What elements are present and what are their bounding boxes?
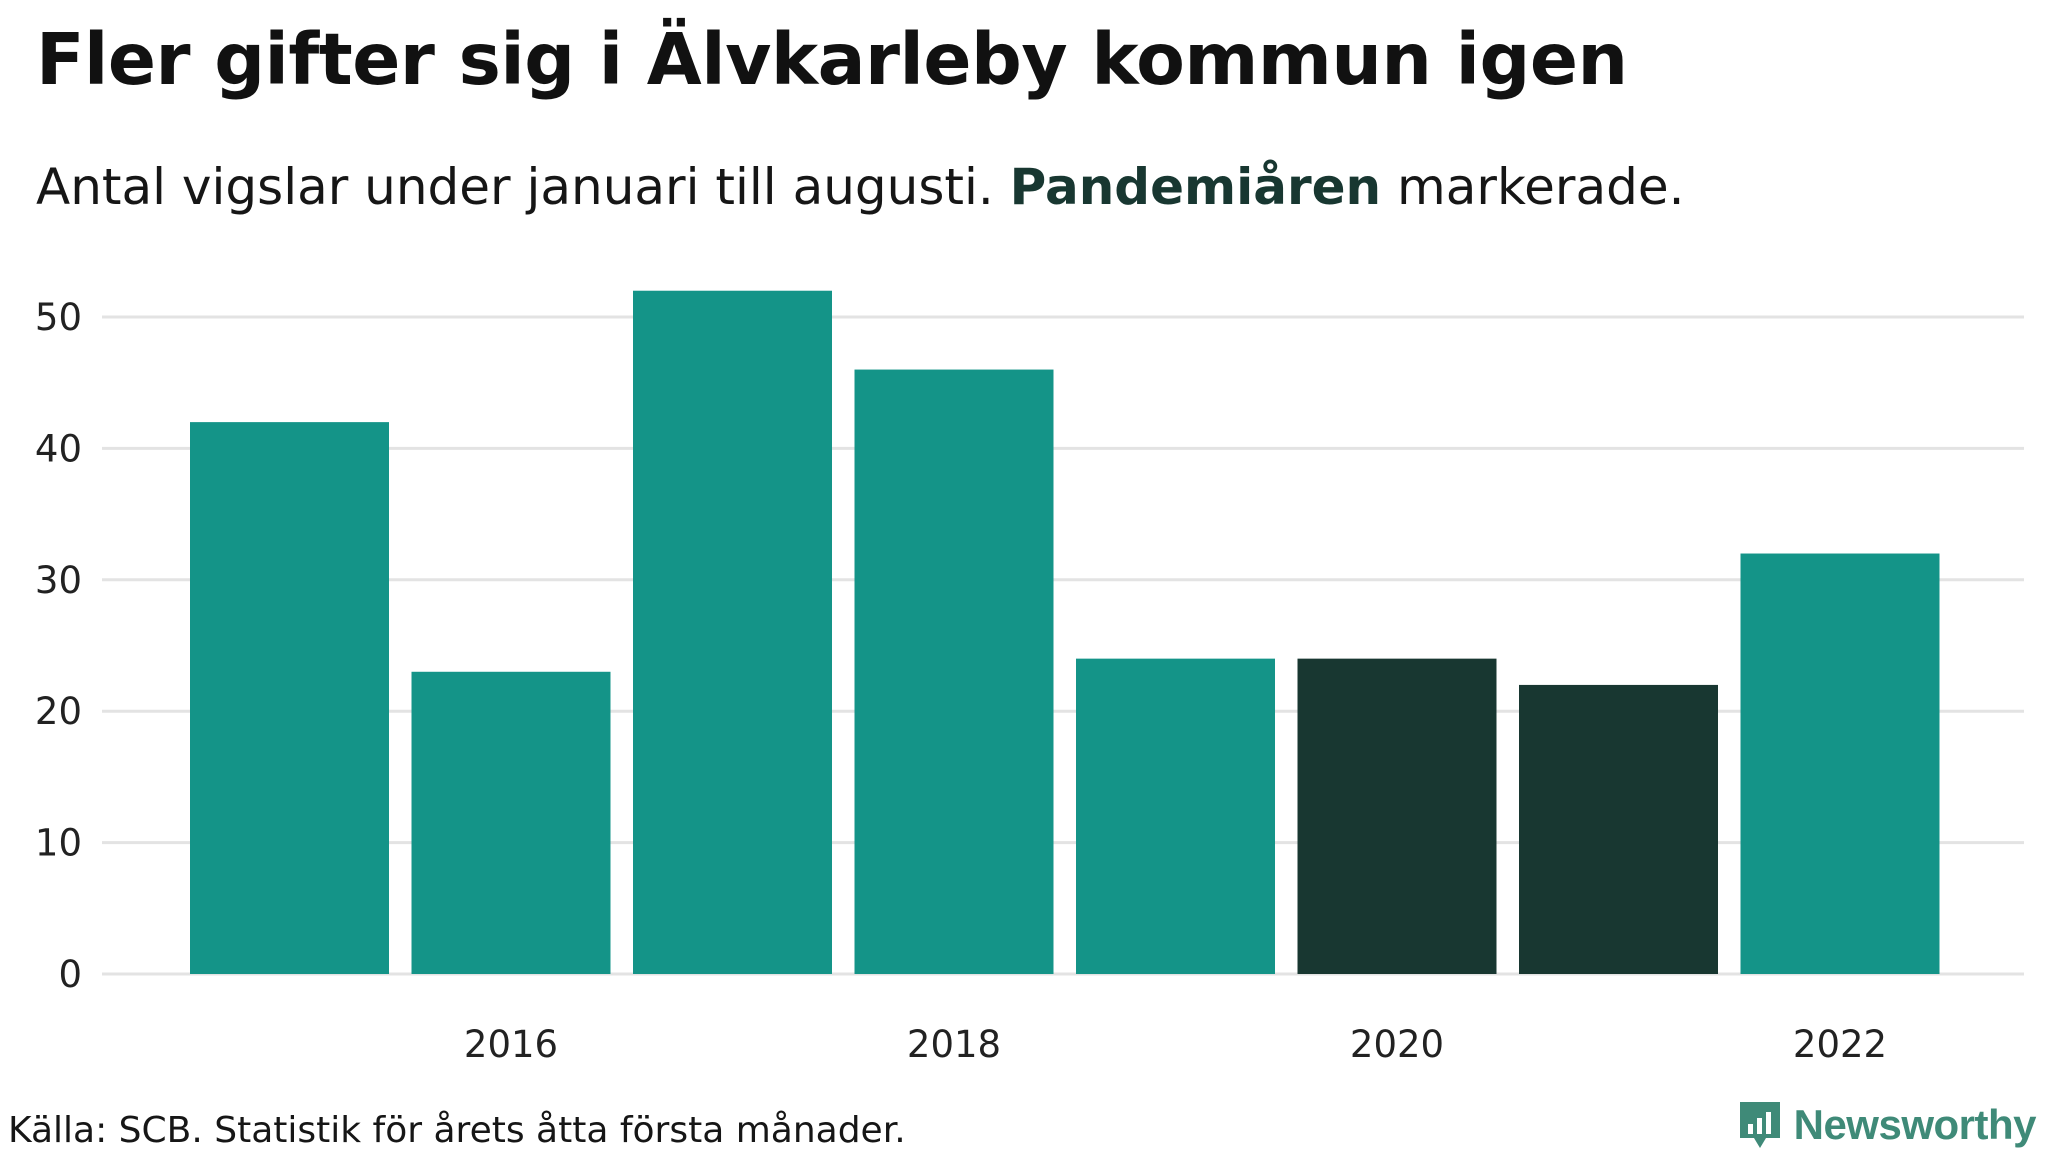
bars: [190, 290, 1940, 975]
newsworthy-logo-icon: [1739, 1102, 1780, 1148]
y-axis-tick-labels: 0 10 20 30 40 50: [35, 296, 82, 996]
y-tick-label: 50: [35, 296, 82, 339]
x-tick-label: 2016: [464, 1023, 558, 1066]
chart-title: Fler gifter sig i Älvkarleby kommun igen: [36, 18, 1628, 101]
bar-2018[interactable]: [854, 369, 1054, 974]
y-tick-label: 10: [35, 822, 82, 865]
bar-2022[interactable]: [1740, 553, 1940, 974]
newsworthy-logo-text: Newsworthy: [1793, 1101, 2037, 1148]
bar-chart: 0 10 20 30 40 50 2016 2018 2020 2022: [35, 290, 2024, 1066]
x-tick-label: 2020: [1350, 1023, 1444, 1066]
source-note: Källa: SCB. Statistik för årets åtta för…: [8, 1110, 906, 1151]
x-tick-label: 2022: [1793, 1023, 1887, 1066]
subtitle-highlight: Pandemiåren: [1009, 158, 1382, 216]
y-tick-label: 0: [58, 953, 82, 996]
bar-2020[interactable]: [1297, 658, 1497, 974]
bar-2015[interactable]: [190, 422, 389, 974]
bar-2017[interactable]: [633, 290, 832, 975]
x-axis-tick-labels: 2016 2018 2020 2022: [464, 1023, 1887, 1066]
chart-subtitle: Antal vigslar under januari till augusti…: [36, 158, 1684, 216]
bar-2016[interactable]: [411, 671, 611, 974]
subtitle-text-before: Antal vigslar under januari till augusti…: [36, 158, 1010, 216]
y-tick-label: 20: [35, 690, 82, 733]
bar-2021[interactable]: [1519, 684, 1718, 974]
y-tick-label: 40: [35, 427, 82, 470]
x-tick-label: 2018: [907, 1023, 1001, 1066]
subtitle-text-after: markerade.: [1381, 158, 1685, 216]
bar-2019[interactable]: [1076, 658, 1275, 974]
newsworthy-logo[interactable]: Newsworthy: [1736, 1098, 2037, 1152]
y-tick-label: 30: [35, 559, 82, 602]
grid-lines: [102, 315, 2024, 976]
